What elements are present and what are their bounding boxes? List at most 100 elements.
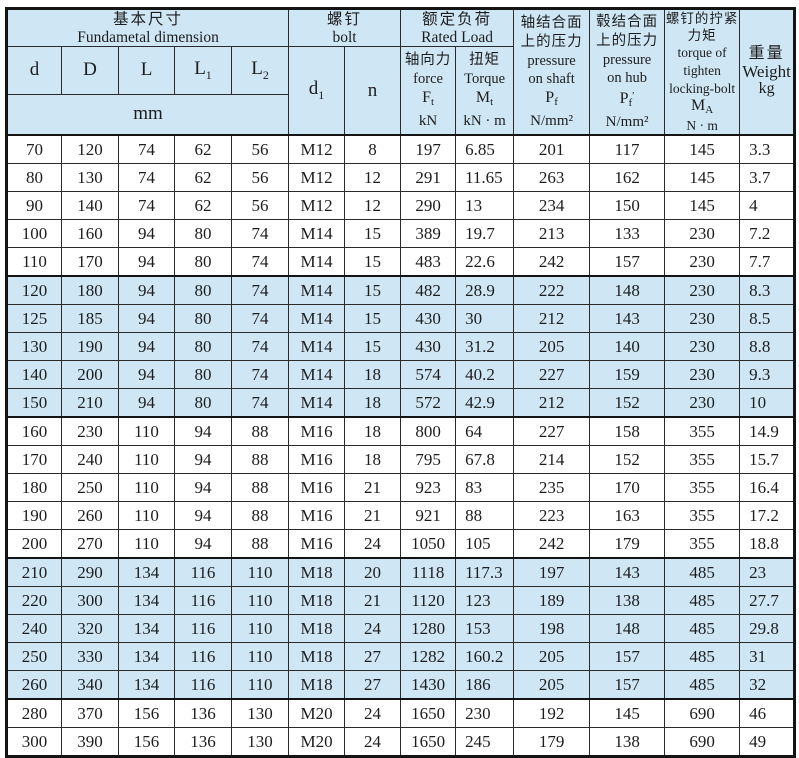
cell-L: 94 xyxy=(118,304,175,333)
cell-d: 140 xyxy=(6,360,62,389)
cell-Mt: 19.7 xyxy=(455,219,515,248)
cell-d1: M20 xyxy=(288,727,346,757)
cell-L2: 88 xyxy=(230,473,290,502)
cell-L2: 74 xyxy=(230,304,290,333)
cell-MA: 485 xyxy=(664,557,741,587)
cell-L2: 110 xyxy=(230,586,290,615)
cell-weight: 49 xyxy=(739,727,796,757)
cell-n: 21 xyxy=(344,473,402,502)
cell-Ft: 574 xyxy=(400,360,457,389)
cell-L2: 56 xyxy=(230,134,290,164)
cell-L: 134 xyxy=(118,642,175,671)
cell-L1: 116 xyxy=(174,586,232,615)
cell-n: 18 xyxy=(344,388,402,418)
d1-label: d1 xyxy=(308,78,325,102)
cell-n: 24 xyxy=(344,727,402,757)
L-label: L xyxy=(140,59,153,81)
cell-D: 250 xyxy=(61,473,119,502)
cell-Mt: 40.2 xyxy=(455,360,515,389)
cell-weight: 7.2 xyxy=(739,219,796,248)
table-row: 200 270 110 94 88 M16 24 1050 105 242 179 355 18.8 xyxy=(6,529,796,559)
tighten-zh1: 螺钉的拧紧 xyxy=(665,11,739,26)
cell-Pf-prime: 157 xyxy=(589,642,666,671)
cell-Ft: 1118 xyxy=(400,557,457,587)
cell-n: 15 xyxy=(344,275,402,305)
cell-n: 27 xyxy=(344,642,402,671)
cell-Ft: 572 xyxy=(400,388,457,418)
cell-Pf-prime: 138 xyxy=(589,586,666,615)
axial-force-label: 轴向力 force Ft kN xyxy=(402,47,455,134)
cell-d1: M16 xyxy=(288,529,346,559)
cell-L1: 116 xyxy=(174,670,232,700)
cell-weight: 3.7 xyxy=(739,163,796,192)
cell-weight: 15.7 xyxy=(739,445,796,474)
bolt-group-label-zh: 螺钉 xyxy=(327,11,363,28)
cell-d: 130 xyxy=(6,332,62,361)
cell-n: 12 xyxy=(344,163,402,192)
cell-MA: 230 xyxy=(664,388,741,418)
col-header-axial-force: 轴向力 force Ft kN xyxy=(400,46,457,136)
cell-D: 290 xyxy=(61,557,119,587)
cell-L: 134 xyxy=(118,557,175,587)
table-row: 80 130 74 62 56 M12 12 291 11.65 263 162 145 3.7 xyxy=(6,163,796,192)
cell-Mt: 83 xyxy=(455,473,515,502)
cell-L2: 130 xyxy=(230,698,290,728)
cell-weight: 31 xyxy=(739,642,796,671)
cell-Mt: 186 xyxy=(455,670,515,700)
cell-L2: 74 xyxy=(230,360,290,389)
cell-L2: 110 xyxy=(230,642,290,671)
cell-n: 18 xyxy=(344,416,402,446)
cell-d: 180 xyxy=(6,473,62,502)
cell-MA: 355 xyxy=(664,501,741,530)
cell-d: 170 xyxy=(6,445,62,474)
cell-MA: 355 xyxy=(664,529,741,559)
cell-d1: M16 xyxy=(288,501,346,530)
cell-Pf-prime: 152 xyxy=(589,388,666,418)
col-header-torque: 扭矩 Torque Mt kN · m xyxy=(455,46,515,136)
cell-Pf-prime: 117 xyxy=(589,134,666,164)
cell-d: 200 xyxy=(6,529,62,559)
cell-d1: M14 xyxy=(288,247,346,277)
cell-d: 80 xyxy=(6,163,62,192)
cell-D: 180 xyxy=(61,275,119,305)
tighten-en2: tighten xyxy=(683,63,721,78)
cell-Pf-prime: 157 xyxy=(589,247,666,277)
cell-L: 134 xyxy=(118,586,175,615)
dimension-group-label-en: Fundametal dimension xyxy=(77,29,219,46)
cell-MA: 485 xyxy=(664,586,741,615)
table-body: 70 120 74 62 56 M12 8 197 6.85 201 117 145 3.3 80 130 7… xyxy=(6,134,796,757)
cell-L2: 74 xyxy=(230,219,290,248)
cell-MA: 145 xyxy=(664,163,741,192)
cell-Mt: 11.65 xyxy=(455,163,515,192)
cell-Ft: 291 xyxy=(400,163,457,192)
cell-MA: 355 xyxy=(664,445,741,474)
header-row-unit: mm xyxy=(5,93,795,136)
cell-Pf-prime: 157 xyxy=(589,670,666,700)
cell-L: 110 xyxy=(118,501,175,530)
table-row: 130 190 94 80 74 M14 15 430 31.2 205 140 230 8.8 xyxy=(6,332,796,361)
cell-D: 170 xyxy=(61,247,119,277)
cell-L2: 74 xyxy=(230,332,290,361)
table-row: 300 390 156 136 130 M20 24 1650 245 179 138 690 49 xyxy=(6,727,796,757)
cell-d: 190 xyxy=(6,501,62,530)
cell-weight: 14.9 xyxy=(739,416,796,446)
cell-Ft: 482 xyxy=(400,275,457,305)
cell-Ft: 1650 xyxy=(400,698,457,728)
cell-n: 20 xyxy=(344,557,402,587)
cell-L: 156 xyxy=(118,698,175,728)
cell-Pf: 234 xyxy=(513,191,591,220)
cell-d: 100 xyxy=(6,219,62,248)
cell-Pf: 192 xyxy=(513,698,591,728)
cell-Pf-prime: 159 xyxy=(589,360,666,389)
cell-L1: 94 xyxy=(174,416,232,446)
cell-L: 110 xyxy=(118,473,175,502)
cell-Pf-prime: 170 xyxy=(589,473,666,502)
cell-L: 156 xyxy=(118,727,175,757)
cell-d: 90 xyxy=(6,191,62,220)
cell-weight: 3.3 xyxy=(739,134,796,164)
cell-d: 250 xyxy=(6,642,62,671)
col-header-n: n xyxy=(344,46,402,136)
cell-L1: 94 xyxy=(174,501,232,530)
cell-weight: 46 xyxy=(739,698,796,728)
cell-Pf: 214 xyxy=(513,445,591,474)
